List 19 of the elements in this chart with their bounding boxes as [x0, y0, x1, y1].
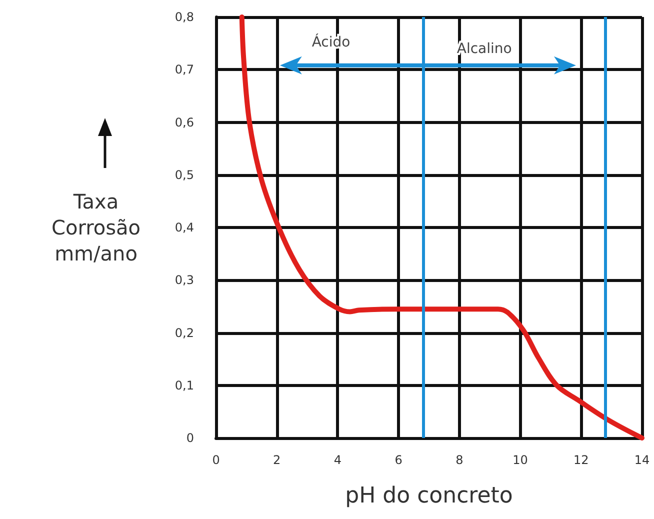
x-tick-label: 6: [394, 453, 402, 467]
y-tick-label: 0,1: [174, 378, 194, 392]
y-tick-label: 0: [186, 431, 194, 445]
x-axis-title: pH do concreto: [345, 484, 513, 508]
y-tick-label: 0,5: [174, 168, 194, 182]
x-tick-label: 12: [574, 453, 589, 467]
x-tick-label: 8: [456, 453, 464, 467]
x-tick-label: 4: [334, 453, 342, 467]
x-tick-label: 10: [512, 453, 528, 467]
y-tick-label: 0,8: [174, 10, 194, 24]
y-tick-label: 0,4: [174, 220, 194, 234]
y-tick-label: 0,3: [174, 273, 194, 288]
x-tick-label: 0: [212, 453, 220, 467]
y-axis-title: Taxa Corrosão mm/ano: [51, 190, 141, 266]
y-tick-label: 0,2: [174, 326, 194, 340]
y-tick-label: 0,6: [174, 115, 194, 130]
x-tick-label: 2: [273, 453, 281, 467]
x-tick-label: 14: [634, 453, 650, 467]
y-tick-label: 0,7: [174, 62, 194, 77]
